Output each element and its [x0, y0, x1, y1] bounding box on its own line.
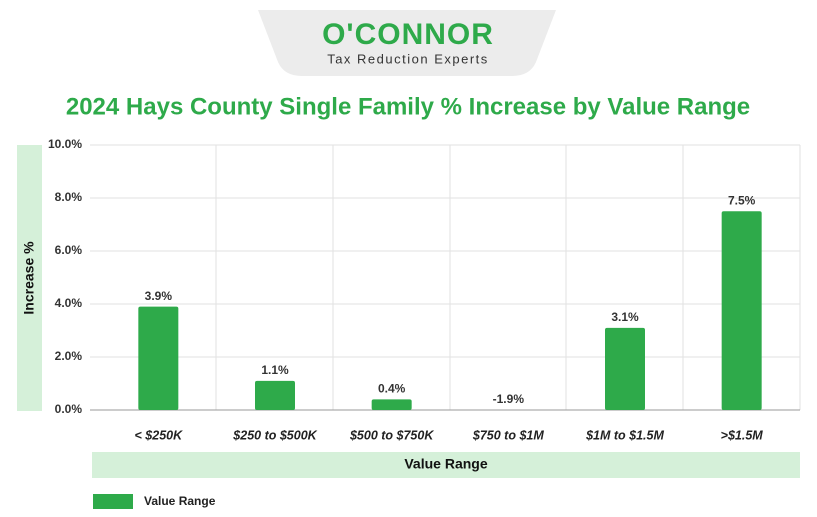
y-tick-label: 4.0%	[55, 296, 83, 310]
data-label: 3.9%	[145, 289, 173, 303]
plot-area	[138, 211, 762, 410]
logo-tagline: Tax Reduction Experts	[327, 51, 489, 66]
logo-tab	[258, 10, 556, 76]
x-tick-label: >$1.5M	[721, 428, 764, 442]
x-tick-label: $1M to $1.5M	[585, 428, 664, 442]
y-tick-label: 6.0%	[55, 243, 83, 257]
y-label-box	[17, 145, 42, 411]
data-label: -1.9%	[493, 392, 525, 406]
data-label: 7.5%	[728, 193, 756, 207]
legend-swatch	[93, 494, 133, 509]
vertical-grid	[215, 145, 801, 410]
x-tick-label: $250 to $500K	[232, 428, 317, 442]
y-axis-label: Increase %	[21, 241, 37, 315]
x-axis-label: Value Range	[404, 456, 487, 472]
chart-title: 2024 Hays County Single Family % Increas…	[66, 93, 750, 120]
bar	[605, 327, 645, 410]
bar	[138, 306, 179, 410]
bar	[721, 211, 762, 410]
y-tick-label: 2.0%	[55, 349, 83, 363]
y-tick-label: 0.0%	[55, 402, 83, 416]
data-label: 3.1%	[611, 310, 639, 324]
x-label-box	[92, 452, 800, 478]
bar	[371, 399, 412, 410]
x-tick-label: < $250K	[135, 428, 184, 442]
data-label: 0.4%	[378, 382, 406, 396]
x-tick-label: $750 to $1M	[472, 428, 544, 442]
x-tick-label: $500 to $750K	[349, 428, 434, 442]
data-label: 1.1%	[261, 363, 289, 377]
y-tick-label: 8.0%	[55, 190, 83, 204]
y-tick-label: 10.0%	[48, 137, 82, 151]
logo-name: O'CONNOR	[322, 18, 494, 51]
bar	[255, 380, 295, 410]
legend-label: Value Range	[144, 494, 216, 508]
